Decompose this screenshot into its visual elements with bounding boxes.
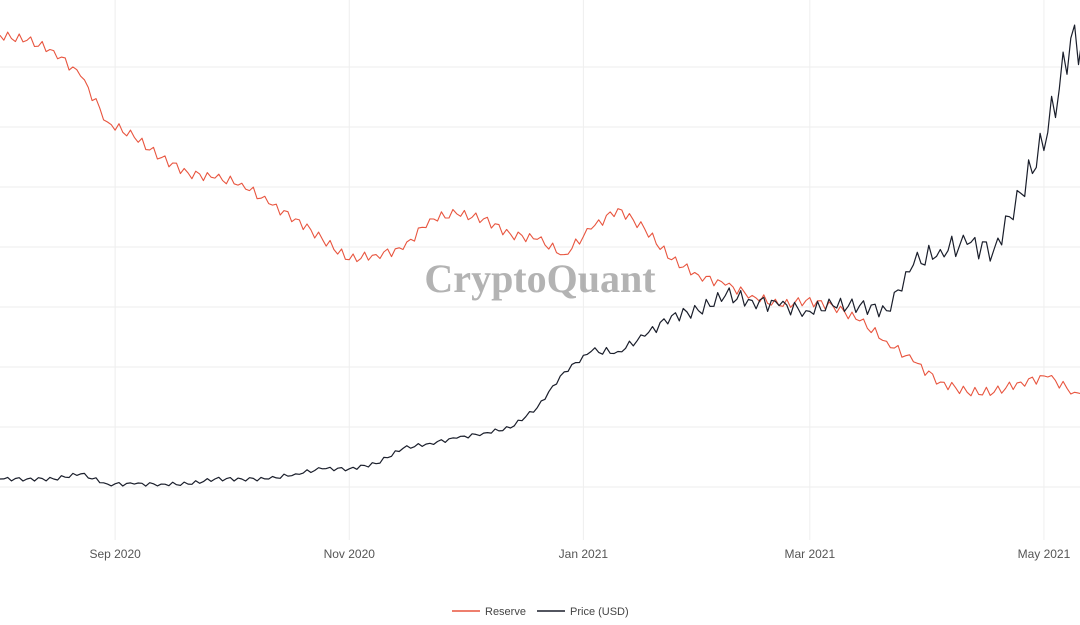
legend[interactable]: Reserve Price (USD) xyxy=(452,606,629,618)
legend-label: Reserve xyxy=(485,606,526,618)
x-tick-label: Nov 2020 xyxy=(324,547,376,561)
legend-label: Price (USD) xyxy=(570,606,629,618)
legend-item-reserve[interactable]: Reserve xyxy=(452,606,526,618)
x-tick-label: Jan 2021 xyxy=(559,547,609,561)
x-tick-label: May 2021 xyxy=(1018,547,1071,561)
x-tick-label: Mar 2021 xyxy=(784,547,835,561)
series-line-reserve xyxy=(0,31,1080,397)
chart-grid xyxy=(0,0,1080,540)
legend-item-price[interactable]: Price (USD) xyxy=(537,606,629,618)
cryptoquant-watermark: CryptoQuant xyxy=(424,256,656,301)
x-tick-label: Sep 2020 xyxy=(89,547,141,561)
x-axis-ticks: Sep 2020 Nov 2020 Jan 2021 Mar 2021 May 2021 xyxy=(89,547,1070,561)
series-layer xyxy=(0,24,1080,487)
series-line-price xyxy=(0,24,1080,487)
